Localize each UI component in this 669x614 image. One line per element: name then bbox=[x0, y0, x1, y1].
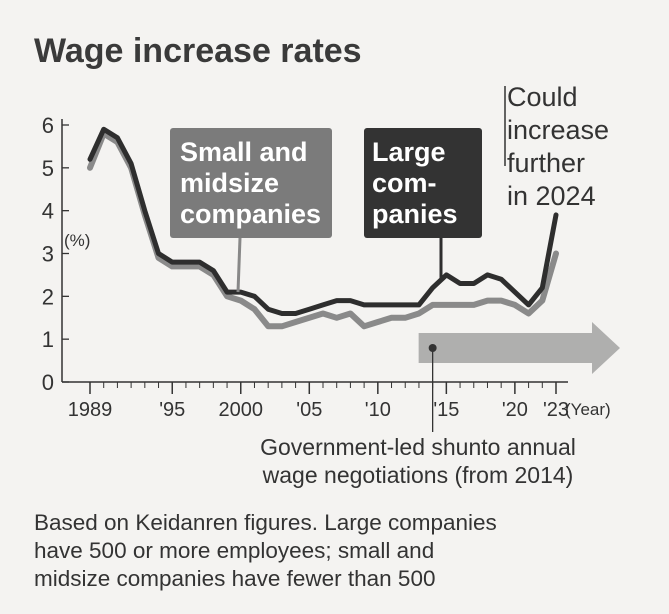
shunto-annotation-line: Government-led shunto annual bbox=[260, 434, 576, 460]
x-tick-label: '15 bbox=[433, 399, 459, 421]
x-tick-label: '20 bbox=[502, 399, 528, 421]
shunto-annotation-line: wage negotiations (from 2014) bbox=[262, 462, 574, 488]
x-tick-label: '05 bbox=[296, 399, 322, 421]
source-note-line: have 500 or more employees; small and bbox=[34, 538, 434, 563]
series-line-large bbox=[87, 126, 559, 316]
large-callout-label: com- bbox=[372, 168, 437, 198]
x-tick-label: '23 bbox=[543, 399, 569, 421]
small-callout-label: midsize bbox=[180, 168, 279, 198]
y-tick-label: 1 bbox=[42, 327, 54, 352]
y-tick-label: 2 bbox=[42, 284, 54, 309]
series-line-small-midsize bbox=[87, 130, 559, 330]
y-tick-label: 0 bbox=[42, 370, 54, 395]
x-axis-unit: (Year) bbox=[565, 400, 611, 419]
chart-title: Wage increase rates bbox=[34, 32, 362, 70]
source-note-line: midsize companies have fewer than 500 bbox=[34, 566, 435, 591]
small-callout-box bbox=[170, 128, 332, 238]
shunto-arrow bbox=[418, 322, 620, 374]
x-tick-label: '10 bbox=[365, 399, 391, 421]
large-callout-label: Large bbox=[372, 137, 446, 167]
x-tick-label: 1989 bbox=[68, 399, 113, 421]
small-callout-leader bbox=[236, 237, 242, 293]
future-label-line: further bbox=[507, 148, 585, 178]
x-tick-label: 2000 bbox=[219, 399, 264, 421]
small-callout-label: companies bbox=[180, 199, 321, 229]
small-callout-label: Small and bbox=[180, 137, 308, 167]
large-callout-label: panies bbox=[372, 199, 458, 229]
future-arrow bbox=[418, 322, 620, 374]
y-axis-unit: (%) bbox=[64, 231, 90, 250]
future-label-line: in 2024 bbox=[507, 181, 596, 211]
source-note: Based on Keidanren figures. Large compan… bbox=[34, 510, 497, 591]
source-note-line: Based on Keidanren figures. Large compan… bbox=[34, 510, 497, 535]
y-tick-label: 6 bbox=[42, 113, 54, 138]
y-tick-label: 5 bbox=[42, 156, 54, 181]
future-label-line: increase bbox=[507, 115, 609, 145]
y-tick-label: 4 bbox=[42, 199, 54, 224]
chart-axes: 0 1 2 3 4 5 6 (%) 1989 '95 2000 '05 '10 '15 '20 '23(Yea… bbox=[42, 113, 611, 421]
large-callout-box bbox=[364, 128, 482, 238]
x-tick-label: '95 bbox=[159, 399, 185, 421]
y-tick-label: 3 bbox=[42, 242, 54, 267]
future-label-line: Could bbox=[507, 82, 578, 112]
series-layer bbox=[87, 126, 559, 330]
